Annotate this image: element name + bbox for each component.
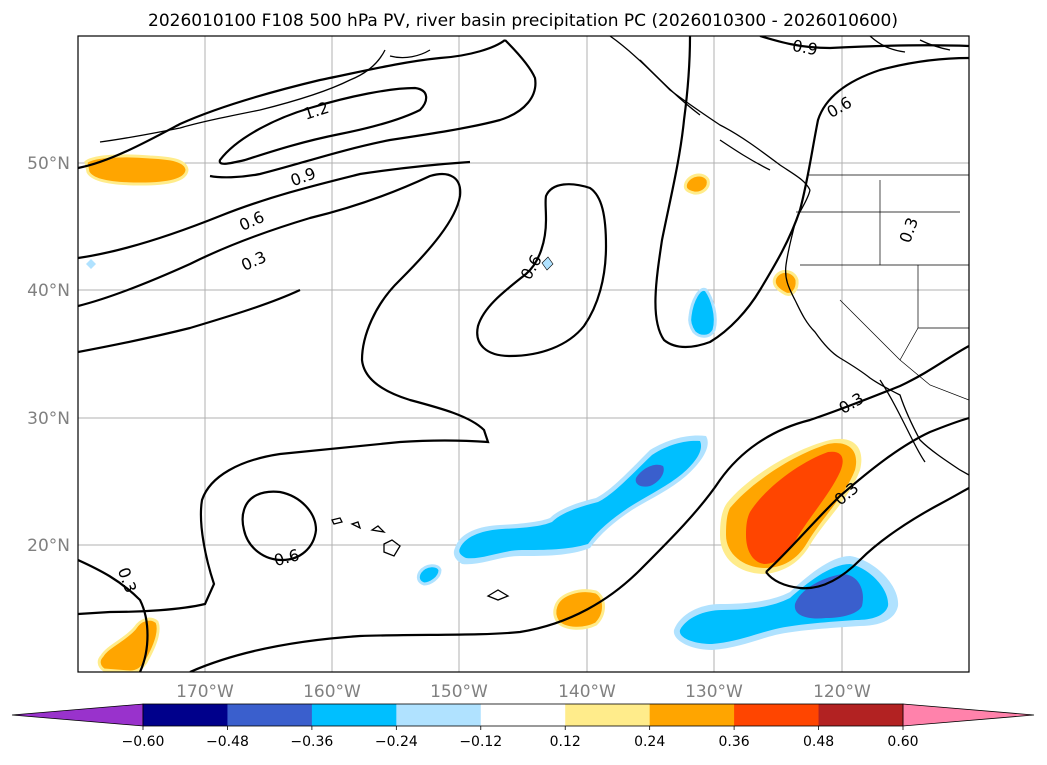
- colorbar-tick-label: −0.12: [459, 734, 502, 750]
- map-background: [78, 36, 969, 672]
- contour-0-6-closed: [476, 183, 608, 358]
- longitude-axis: 170°W 160°W 150°W 140°W 130°W 120°W: [176, 682, 871, 702]
- coastline-baja: [879, 379, 926, 463]
- colorbar-tick-label: 0.12: [550, 734, 581, 750]
- lat-tick-label: 40°N: [27, 281, 70, 301]
- coastline-hawaii: [331, 517, 401, 557]
- negative-region-tiny: [541, 256, 554, 271]
- positive-region-south: [553, 589, 605, 630]
- contour-0-3-east-lower: [765, 416, 969, 590]
- figure-title: 2026010100 F108 500 hPa PV, river basin …: [148, 11, 898, 31]
- latitude-axis: 50°N 40°N 30°N 20°N: [27, 154, 70, 556]
- positive-region-california: [772, 270, 799, 296]
- positive-region-large-core: [746, 451, 843, 564]
- contour-0-3-south: [78, 289, 301, 354]
- contour-0-3-east-upper: [189, 345, 969, 672]
- contour-0-9-east: [759, 36, 969, 50]
- contour-0-3-lower: [78, 558, 149, 672]
- colorbar-extend-max: [902, 703, 1035, 727]
- contour-0-6-east: [654, 36, 969, 349]
- lon-tick-label: 130°W: [685, 682, 743, 702]
- colorbar-extend-min: [11, 703, 144, 727]
- contour-label: 0.9: [791, 36, 819, 59]
- negative-region-southeast-peak: [794, 574, 864, 619]
- colorbar-tick-label: −0.60: [122, 734, 165, 750]
- colorbar-segment: [565, 704, 651, 726]
- positive-region-small-north: [683, 173, 710, 195]
- lat-tick-label: 50°N: [27, 154, 70, 174]
- colorbar-tick-label: 0.60: [887, 734, 918, 750]
- lon-tick-label: 140°W: [558, 682, 616, 702]
- colorbar-segment: [649, 704, 735, 726]
- lon-tick-label: 150°W: [430, 682, 488, 702]
- contour-1-2-closed: [218, 86, 428, 165]
- pv-contours: [78, 36, 969, 672]
- colorbar-segment: [396, 704, 482, 726]
- coastline-north-america-west: [784, 189, 969, 476]
- colorbar-tick-label: 0.24: [634, 734, 665, 750]
- colorbar-segment: [480, 704, 566, 726]
- positive-region-nw: [84, 154, 189, 186]
- map-panel: 1.2 0.9 0.6 0.3 0.6 0.6 0.3 0.9 0.6 0.3 …: [77, 35, 970, 673]
- colorbar-tick-label: −0.48: [206, 734, 249, 750]
- lon-tick-label: 160°W: [303, 682, 361, 702]
- contour-0-9-north: [78, 39, 537, 179]
- lat-tick-label: 30°N: [27, 409, 70, 429]
- political-borders: [796, 174, 969, 401]
- colorbar: −0.60 −0.48 −0.36 −0.24 −0.12 0.12 0.24 0.36 0.4…: [11, 703, 1035, 750]
- contour-0-3-main: [78, 172, 490, 616]
- colorbar-tick-label: 0.36: [719, 734, 750, 750]
- border-states: [796, 180, 969, 401]
- colorbar-tick-label: −0.36: [290, 734, 333, 750]
- colorbar-frame: [142, 703, 904, 727]
- negative-region-small-island: [416, 564, 442, 586]
- colorbar-segment: [734, 704, 820, 726]
- contour-0-6-north: [78, 160, 471, 260]
- contour-0-6-small: [241, 490, 318, 562]
- colorbar-segment: [818, 704, 904, 726]
- colorbar-tick-label: −0.24: [375, 734, 418, 750]
- negative-region-band-core: [459, 440, 702, 559]
- negative-region-band-peak: [635, 464, 664, 487]
- lon-tick-label: 120°W: [813, 682, 871, 702]
- negative-region-tiny-west: [86, 259, 96, 269]
- lon-tick-label: 170°W: [176, 682, 234, 702]
- colorbar-tick-label: 0.48: [803, 734, 834, 750]
- negative-region-offshore: [688, 287, 717, 338]
- map-frame: [77, 35, 970, 673]
- coastline-islands-bc: [639, 36, 951, 171]
- filled-regions: [84, 154, 899, 672]
- colorbar-segment: [143, 704, 228, 726]
- lat-tick-label: 20°N: [27, 536, 70, 556]
- coastlines: [99, 36, 969, 601]
- coastline-island-south: [486, 589, 510, 601]
- positive-region-southwest: [97, 617, 160, 672]
- colorbar-segment: [227, 704, 313, 726]
- colorbar-segment: [311, 704, 397, 726]
